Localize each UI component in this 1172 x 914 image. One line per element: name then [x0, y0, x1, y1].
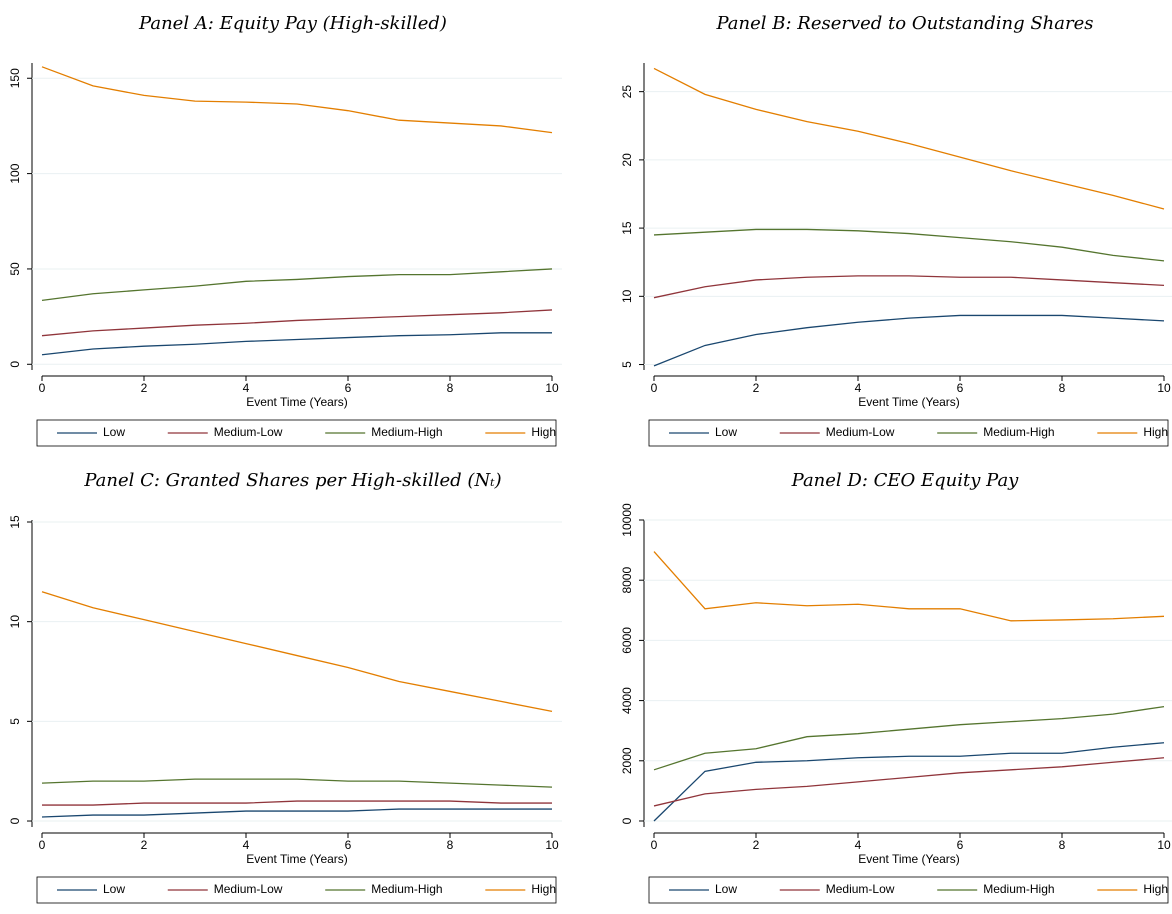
- legend-box: [36, 419, 557, 447]
- x-tick-label: 4: [855, 838, 862, 852]
- chart-title: Panel D: CEO Equity Pay: [791, 470, 1020, 491]
- x-tick-label: 6: [957, 381, 964, 395]
- legend-label: Medium-Low: [826, 425, 895, 439]
- x-tick-label: 4: [855, 381, 862, 395]
- x-tick-label: 2: [753, 838, 760, 852]
- chart-title: Panel B: Reserved to Outstanding Shares: [716, 13, 1094, 34]
- chart-title: Panel C: Granted Shares per High-skilled…: [83, 470, 501, 491]
- y-tick-label: 100: [8, 163, 22, 183]
- legend-label: Medium-Low: [826, 882, 895, 896]
- data-line: [41, 591, 553, 713]
- x-tick-label: 8: [1059, 838, 1066, 852]
- y-tick-label: 10: [620, 289, 634, 303]
- legend-label: High: [531, 425, 556, 439]
- x-tick-label: 2: [141, 838, 148, 852]
- legend-label: High: [1143, 882, 1168, 896]
- legend: Low Medium-Low Medium-High High: [669, 882, 1168, 896]
- x-tick-label: 2: [141, 381, 148, 395]
- data-line: [41, 778, 553, 788]
- x-axis-label: Event Time (Years): [246, 852, 348, 866]
- legend-label: Low: [715, 425, 737, 439]
- y-tick-label: 10: [8, 615, 22, 629]
- x-tick-label: 0: [39, 381, 46, 395]
- legend-label: Medium-Low: [214, 425, 283, 439]
- data-line: [653, 67, 1165, 210]
- legend-label: High: [531, 882, 556, 896]
- x-tick-label: 2: [753, 381, 760, 395]
- legend-label: Low: [103, 882, 125, 896]
- y-tick-label: 2000: [620, 747, 634, 774]
- legend-label: Low: [715, 882, 737, 896]
- x-tick-label: 6: [345, 381, 352, 395]
- x-tick-label: 0: [39, 838, 46, 852]
- x-tick-label: 6: [957, 838, 964, 852]
- x-tick-label: 8: [447, 381, 454, 395]
- x-axis-label: Event Time (Years): [858, 395, 960, 409]
- data-line: [41, 66, 553, 134]
- legend: Low Medium-Low Medium-High High: [57, 882, 556, 896]
- y-tick-label: 6000: [620, 627, 634, 654]
- x-axis-label: Event Time (Years): [246, 395, 348, 409]
- data-line: [41, 808, 552, 818]
- legend-label: Medium-High: [371, 425, 442, 439]
- x-tick-label: 8: [447, 838, 454, 852]
- legend-box: [648, 419, 1169, 447]
- x-tick-label: 8: [1059, 381, 1066, 395]
- chart-title: Panel A: Equity Pay (High-skilled): [138, 13, 447, 34]
- data-line: [42, 800, 552, 806]
- y-tick-label: 5: [620, 361, 634, 368]
- x-tick-label: 4: [243, 381, 250, 395]
- legend-label: Medium-High: [983, 425, 1054, 439]
- data-line: [653, 551, 1165, 622]
- legend-label: High: [1143, 425, 1168, 439]
- y-tick-label: 50: [8, 262, 22, 276]
- x-tick-label: 10: [1157, 838, 1171, 852]
- data-line: [653, 705, 1165, 771]
- y-tick-label: 20: [620, 153, 634, 167]
- x-axis-label: Event Time (Years): [858, 852, 960, 866]
- legend-label: Medium-High: [371, 882, 442, 896]
- y-tick-label: 15: [8, 515, 22, 529]
- legend: Low Medium-Low Medium-High High: [669, 425, 1168, 439]
- data-line: [653, 742, 1165, 822]
- legend-label: Low: [103, 425, 125, 439]
- y-tick-label: 4000: [620, 687, 634, 714]
- y-tick-label: 150: [8, 68, 22, 88]
- x-tick-label: 0: [651, 381, 658, 395]
- data-line: [653, 757, 1165, 807]
- legend-label: Medium-High: [983, 882, 1054, 896]
- x-tick-label: 4: [243, 838, 250, 852]
- y-tick-label: 25: [620, 85, 634, 99]
- x-tick-label: 6: [345, 838, 352, 852]
- y-tick-label: 0: [8, 361, 22, 368]
- legend: Low Medium-Low Medium-High High: [57, 425, 556, 439]
- x-tick-label: 10: [545, 838, 559, 852]
- data-line: [653, 228, 1165, 262]
- data-line: [41, 332, 552, 356]
- data-line: [653, 314, 1165, 367]
- data-line: [653, 275, 1165, 299]
- data-line: [41, 268, 553, 302]
- y-tick-label: 0: [620, 817, 634, 824]
- legend-box: [36, 876, 557, 904]
- y-tick-label: 10000: [620, 503, 634, 537]
- data-line: [41, 309, 553, 337]
- y-tick-label: 0: [8, 817, 22, 824]
- x-tick-label: 0: [651, 838, 658, 852]
- y-tick-label: 5: [8, 718, 22, 725]
- y-tick-label: 15: [620, 221, 634, 235]
- x-tick-label: 10: [545, 381, 559, 395]
- legend-box: [648, 876, 1169, 904]
- legend-label: Medium-Low: [214, 882, 283, 896]
- y-tick-label: 8000: [620, 567, 634, 594]
- x-tick-label: 10: [1157, 381, 1171, 395]
